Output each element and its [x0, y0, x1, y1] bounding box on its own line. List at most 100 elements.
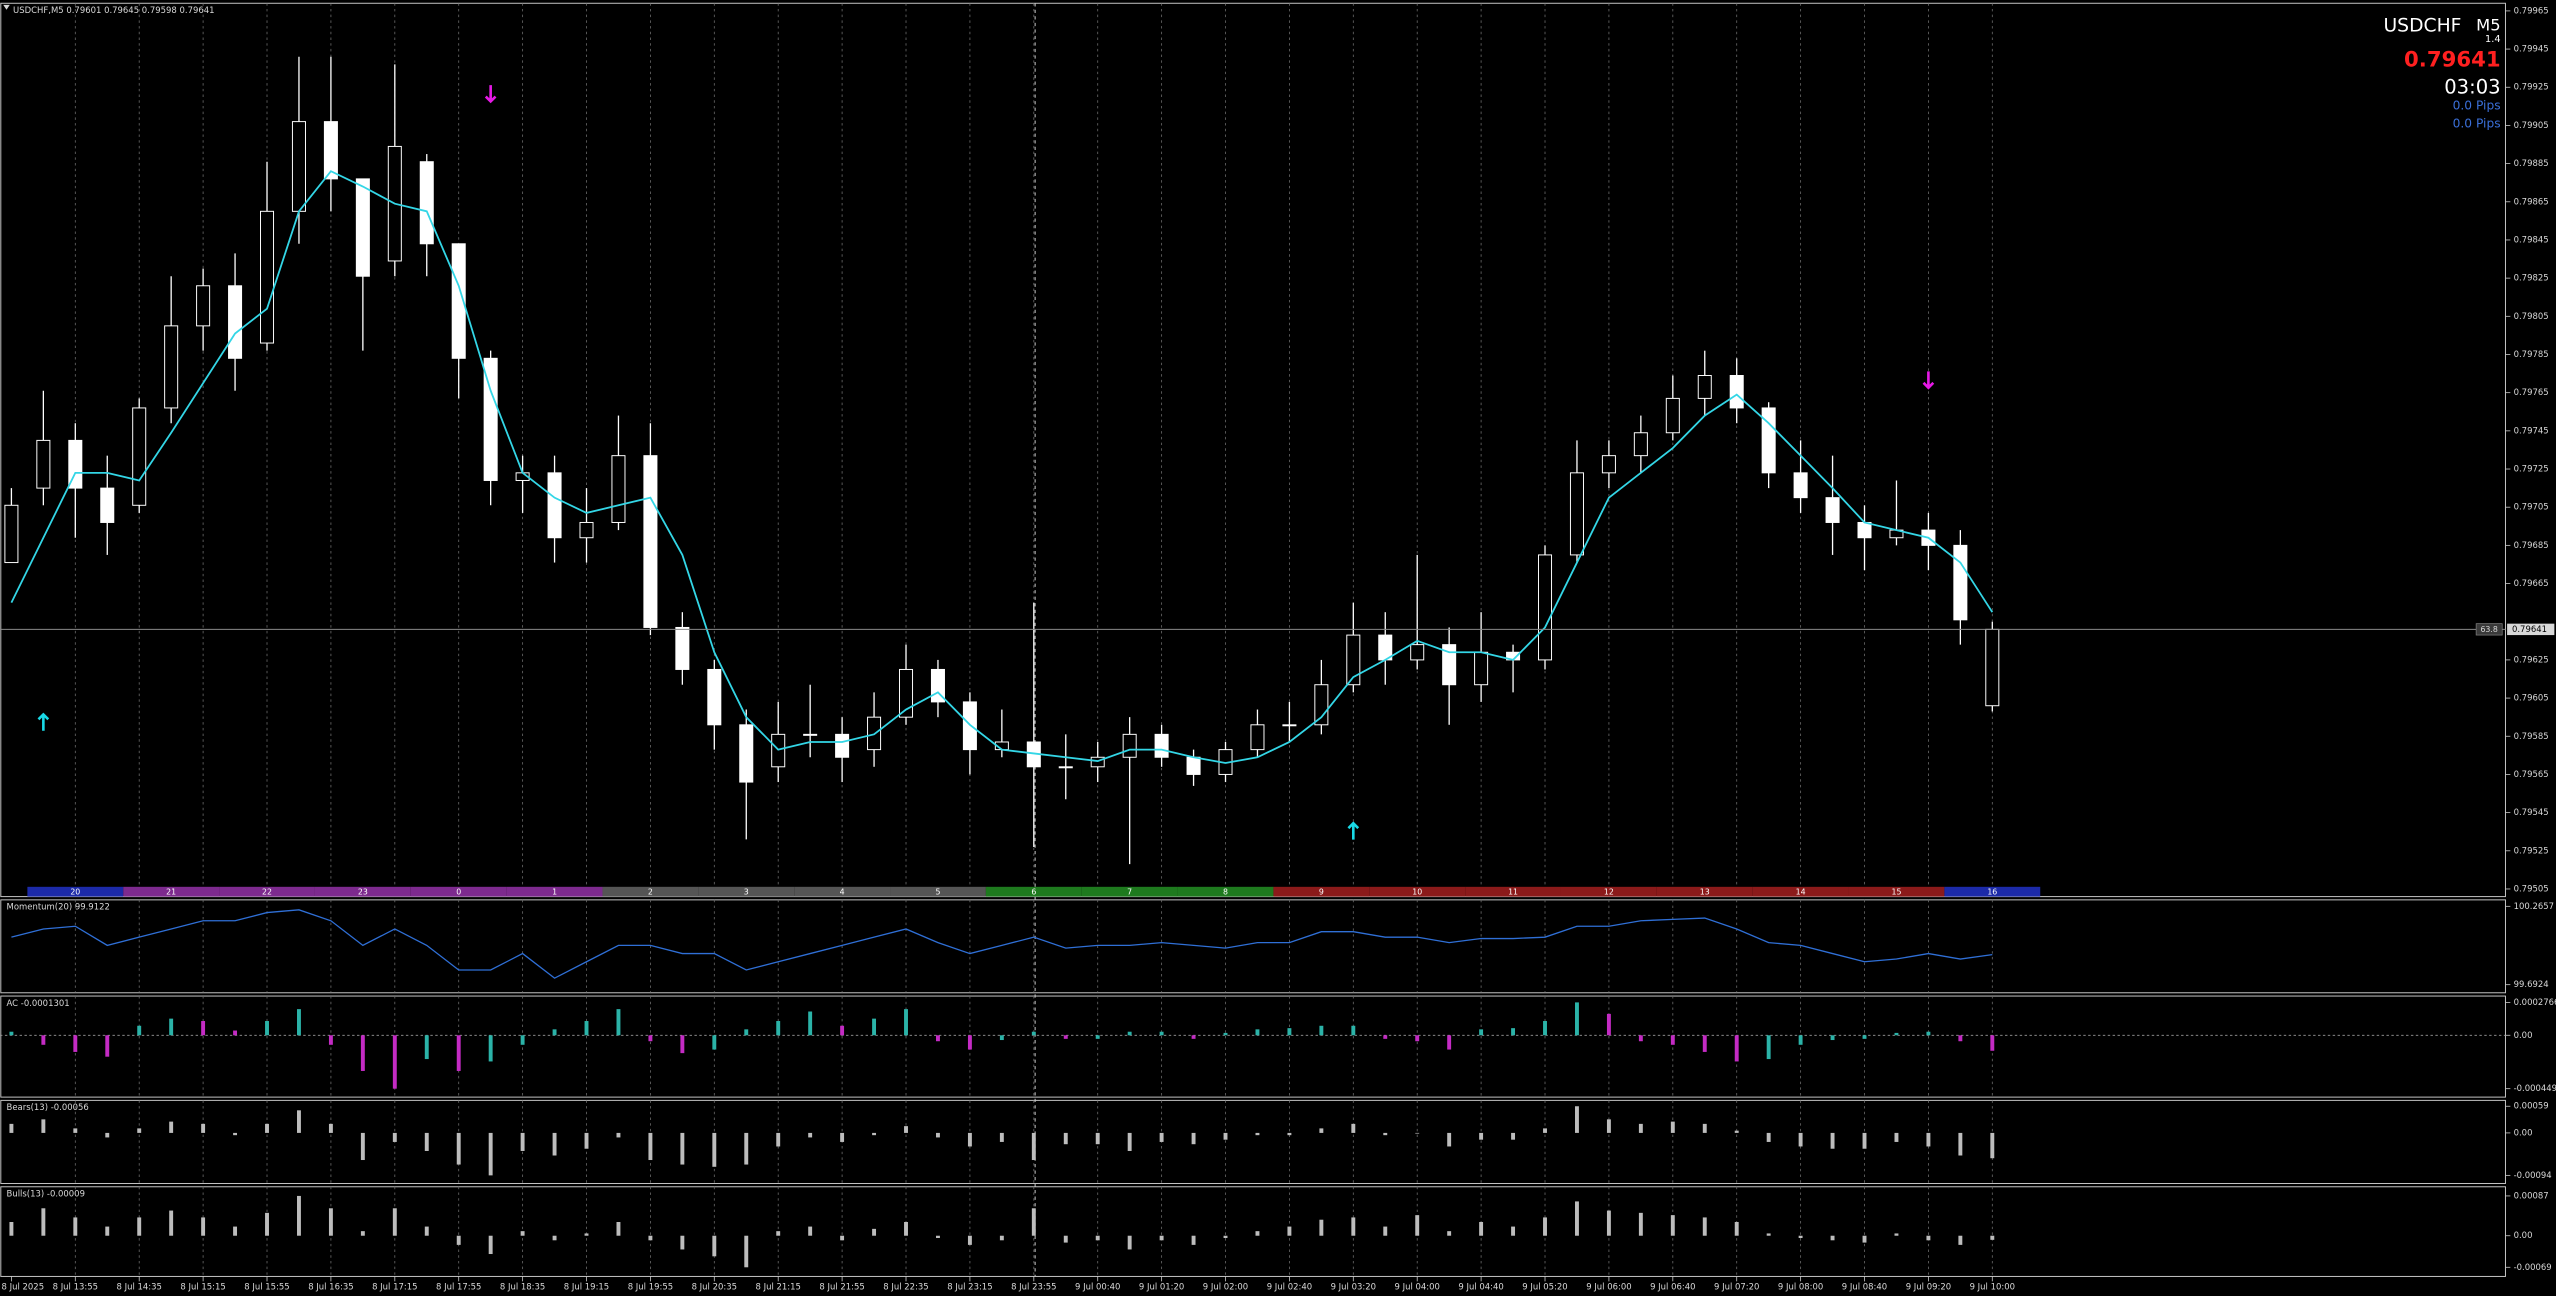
indicator-bar: [456, 1035, 461, 1071]
indicator-bar: [584, 1233, 589, 1236]
indicator-bar: [1606, 1119, 1611, 1133]
indicator-bar: [648, 1132, 653, 1161]
indicator-bar: [297, 1195, 301, 1236]
indicator-bar: [169, 1210, 174, 1236]
session-segment: [1560, 886, 1657, 897]
indicator-bar: [999, 1132, 1004, 1142]
indicator-bar: [680, 1132, 685, 1165]
indicator-bar: [297, 1110, 301, 1133]
y-tick-label: 0.79845: [2514, 234, 2549, 244]
candle-body: [1122, 733, 1137, 758]
x-tick-label: 9 Jul 01:20: [1139, 1282, 1184, 1292]
y-tick-label: 0.79885: [2514, 158, 2549, 168]
indicator-bar: [1255, 1029, 1260, 1036]
session-segment: [314, 886, 411, 897]
candle-body: [196, 285, 211, 327]
candle-body: [835, 733, 850, 758]
y-tick-label: 0.79945: [2514, 44, 2549, 54]
candle-body: [1633, 432, 1648, 457]
x-tick-label: 9 Jul 06:40: [1650, 1282, 1695, 1292]
indicator-bar: [456, 1235, 461, 1245]
candle-body: [1090, 756, 1105, 768]
x-tick-label: 9 Jul 08:40: [1842, 1282, 1887, 1292]
indicator-bar: [328, 1035, 333, 1045]
indicator-bar: [1159, 1132, 1164, 1142]
candle-body: [1665, 397, 1680, 434]
x-tick-label: 9 Jul 06:00: [1586, 1282, 1631, 1292]
indicator-bar: [1255, 1132, 1260, 1136]
indicator-bar: [840, 1025, 845, 1036]
indicator-bar: [1798, 1035, 1803, 1045]
indicator-bar: [776, 1231, 781, 1236]
indicator-bar: [105, 1132, 110, 1138]
indicator-bar: [1766, 1233, 1771, 1236]
session-segment: [506, 886, 603, 897]
indicator-bar: [41, 1208, 46, 1236]
x-tick-label: 9 Jul 00:40: [1075, 1282, 1120, 1292]
indicator-bar: [552, 1029, 557, 1036]
spread: 1.4: [2485, 34, 2501, 45]
indicator-bar: [1575, 1106, 1579, 1133]
indicator-bar: [137, 1128, 142, 1133]
indicator-bar: [1543, 1217, 1547, 1236]
indicator-bar: [424, 1035, 429, 1060]
x-tick-label: 8 Jul 17:15: [372, 1282, 417, 1292]
y-tick-label: -0.00094: [2514, 1170, 2552, 1180]
indicator-bar: [265, 1123, 269, 1133]
candle-body: [1953, 544, 1968, 621]
indicator-bar: [1447, 1132, 1452, 1147]
indicator-bar: [520, 1132, 525, 1151]
indicator-bar: [1734, 1130, 1739, 1133]
indicator-bar: [680, 1235, 685, 1250]
indicator-bar: [1638, 1035, 1643, 1042]
indicator-bar: [1575, 1002, 1579, 1036]
session-hour: 21: [166, 888, 176, 897]
indicator-bar: [1319, 1219, 1324, 1236]
x-tick-label: 8 Jul 2025: [2, 1282, 45, 1292]
indicator-bar: [1031, 1132, 1036, 1161]
indicator-bar: [1606, 1210, 1611, 1236]
indicator-bar: [488, 1132, 493, 1176]
x-tick-label: 9 Jul 09:20: [1906, 1282, 1951, 1292]
y-tick-label: 0.79765: [2514, 387, 2549, 397]
y-tick-label: 100.2657: [2514, 901, 2554, 911]
indicator-bar: [1670, 1035, 1675, 1045]
indicator-bar: [1415, 1215, 1420, 1236]
session-hour: 2: [648, 888, 653, 897]
y-tick-label: -0.00069: [2514, 1262, 2552, 1272]
current-price-box: [2507, 623, 2555, 636]
indicator-bar: [552, 1132, 557, 1156]
indicator-bar: [872, 1228, 877, 1236]
indicator-bar: [328, 1123, 333, 1133]
indicator-bar: [1511, 1028, 1516, 1036]
indicator-bar: [1223, 1132, 1228, 1140]
indicator-bar: [1127, 1031, 1132, 1036]
y-tick-label: 0.79905: [2514, 120, 2549, 130]
indicator-bar: [1766, 1132, 1771, 1142]
indicator-bar: [201, 1123, 206, 1133]
indicator-bar: [1063, 1235, 1068, 1243]
indicator-bar: [73, 1035, 78, 1052]
indicator-bar: [1287, 1028, 1292, 1036]
indicator-bar: [169, 1018, 174, 1036]
x-tick-label: 9 Jul 07:20: [1714, 1282, 1759, 1292]
indicator-bar: [1958, 1132, 1963, 1156]
x-tick-label: 8 Jul 22:35: [883, 1282, 928, 1292]
y-tick-label: 0.79805: [2514, 311, 2549, 321]
indicator-bar: [520, 1035, 525, 1045]
session-hour: 7: [1127, 888, 1132, 897]
session-segment: [698, 886, 795, 897]
indicator-bar: [1415, 1035, 1420, 1042]
y-tick-label: 0.79665: [2514, 578, 2549, 588]
symbol: USDCHF: [2383, 16, 2461, 37]
panel-title: Momentum(20) 99.9122: [7, 902, 110, 912]
candle-body: [1346, 634, 1361, 686]
candle-body: [771, 733, 786, 768]
indicator-bar: [808, 1132, 813, 1138]
candle-body: [260, 210, 275, 344]
candle-body: [132, 407, 147, 506]
indicator-bar: [967, 1132, 972, 1147]
indicator-bar: [265, 1021, 269, 1036]
indicator-bar: [1191, 1035, 1196, 1039]
